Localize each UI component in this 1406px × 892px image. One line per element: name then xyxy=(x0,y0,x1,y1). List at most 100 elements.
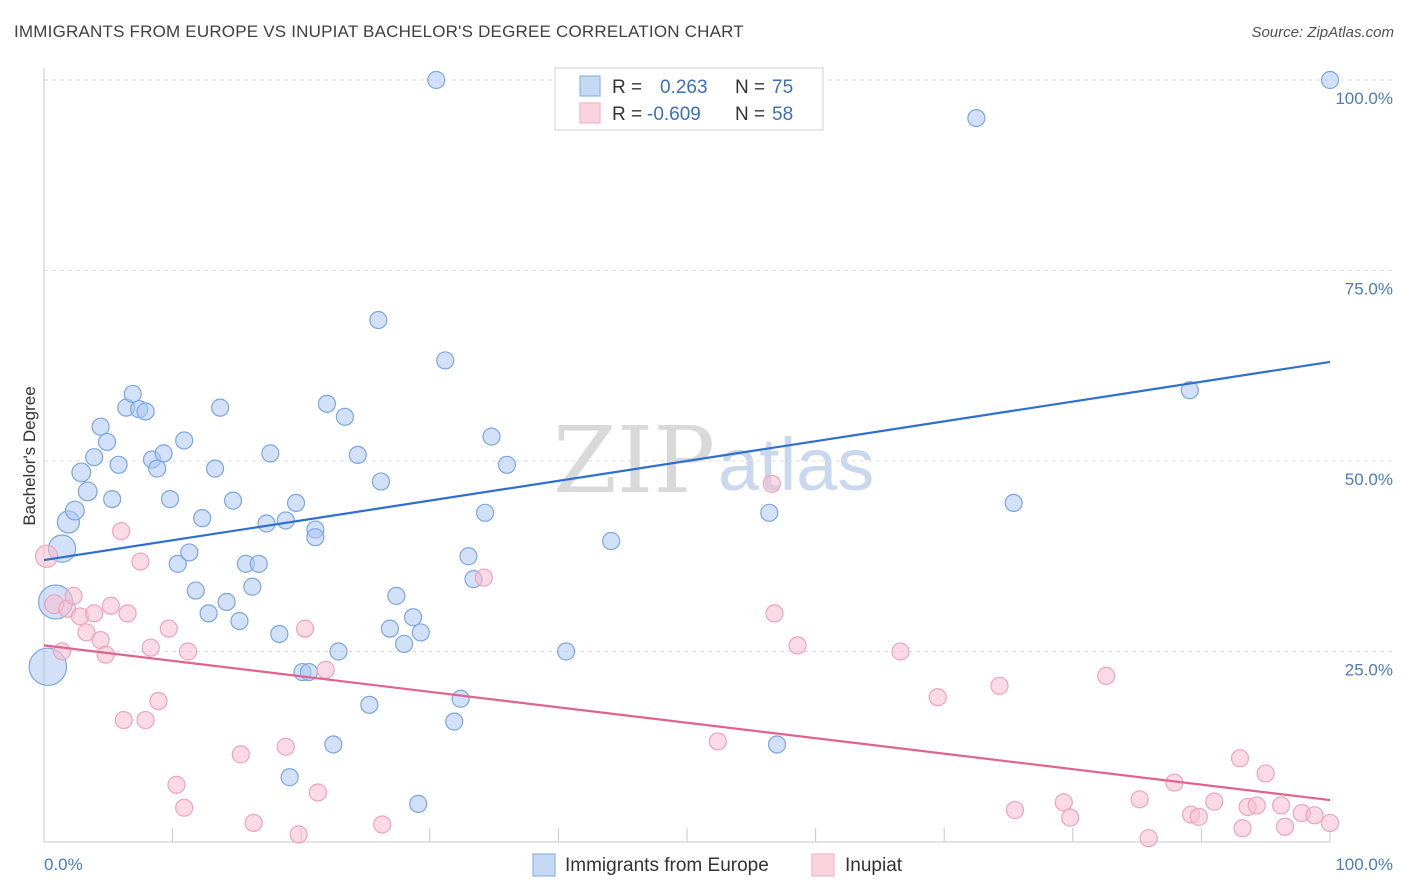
inupiat-point-57 xyxy=(1320,813,1340,833)
y-axis-label: Bachelor's Degree xyxy=(20,386,39,525)
legend-r-value-europe: 0.263 xyxy=(660,77,708,98)
europe-point-53 xyxy=(387,586,406,605)
y-tick-label-25: 25.0% xyxy=(1345,661,1393,680)
europe-point-65 xyxy=(482,427,501,446)
legend-r-label-europe: R = xyxy=(612,77,642,98)
inupiat-point-36 xyxy=(928,688,947,707)
europe-point-9 xyxy=(97,432,117,452)
legend-r-label-inupiat: R = xyxy=(612,104,642,125)
europe-point-46 xyxy=(329,642,348,661)
x-tick-label-100: 100.0% xyxy=(1335,855,1393,874)
legend-swatch-inupiat xyxy=(579,102,601,124)
europe-point-24 xyxy=(193,509,212,528)
europe-point-52 xyxy=(380,619,400,638)
europe-point-27 xyxy=(211,398,230,417)
europe-point-62 xyxy=(459,547,478,566)
watermark: ZIP atlas xyxy=(553,407,874,514)
series-legend-swatch-europe xyxy=(532,853,556,877)
europe-point-34 xyxy=(257,514,276,533)
inupiat-point-41 xyxy=(1097,666,1116,685)
europe-point-54 xyxy=(394,634,414,653)
europe-point-38 xyxy=(280,768,299,787)
europe-point-67 xyxy=(557,642,576,661)
europe-point-6 xyxy=(77,481,98,502)
inupiat-point-39 xyxy=(1054,793,1073,812)
inupiat-point-6 xyxy=(77,623,96,642)
inupiat-point-48 xyxy=(1230,749,1250,768)
inupiat-point-27 xyxy=(308,783,328,802)
inupiat-point-25 xyxy=(289,825,308,844)
inupiat-point-29 xyxy=(373,815,392,834)
europe-point-23 xyxy=(186,581,205,600)
europe-point-26 xyxy=(205,459,225,478)
europe-point-56 xyxy=(411,623,430,642)
inupiat-point-20 xyxy=(175,798,194,817)
inupiat-point-21 xyxy=(178,642,198,661)
europe-point-57 xyxy=(409,794,428,814)
inupiat-point-51 xyxy=(1247,796,1266,815)
inupiat-point-42 xyxy=(1130,790,1149,809)
europe-point-11 xyxy=(109,455,128,474)
europe-point-32 xyxy=(243,577,262,596)
series-immigrants-from-europe xyxy=(28,70,1340,814)
inupiat-point-23 xyxy=(244,813,263,833)
inupiat-point-38 xyxy=(1005,800,1025,820)
europe-point-51 xyxy=(371,472,391,491)
europe-point-43 xyxy=(306,528,325,547)
legend-n-value-inupiat: 58 xyxy=(772,104,793,125)
inupiat-point-15 xyxy=(136,710,155,730)
series-legend: Immigrants from Europe Inupiat xyxy=(532,853,903,877)
inupiat-point-22 xyxy=(231,745,250,764)
inupiat-point-34 xyxy=(788,636,807,655)
europe-point-19 xyxy=(160,490,180,509)
inupiat-point-11 xyxy=(112,522,131,541)
inupiat-point-30 xyxy=(474,568,493,587)
inupiat-point-31 xyxy=(708,732,727,751)
europe-point-39 xyxy=(286,493,306,513)
inupiat-point-12 xyxy=(114,710,133,730)
inupiat-point-40 xyxy=(1061,808,1080,827)
inupiat-point-17 xyxy=(149,691,168,711)
inupiat-point-54 xyxy=(1275,817,1295,836)
series-legend-label-inupiat: Inupiat xyxy=(845,855,903,876)
europe-point-35 xyxy=(261,444,280,463)
inupiat-point-10 xyxy=(101,596,120,615)
y-tick-label-100: 100.0% xyxy=(1335,89,1393,108)
inupiat-point-56 xyxy=(1305,806,1324,825)
europe-point-72 xyxy=(967,108,986,128)
europe-point-74 xyxy=(1180,381,1199,400)
inupiat-point-47 xyxy=(1205,792,1224,811)
inupiat-point-4 xyxy=(64,586,83,605)
inupiat-point-14 xyxy=(131,552,150,571)
legend-n-label-europe: N = xyxy=(735,77,765,98)
legend-n-label-inupiat: N = xyxy=(735,104,765,125)
inupiat-point-32 xyxy=(762,474,781,493)
europe-point-21 xyxy=(175,431,194,450)
legend-n-value-europe: 75 xyxy=(772,77,793,98)
europe-point-13 xyxy=(123,384,142,404)
europe-point-61 xyxy=(451,689,470,708)
correlation-legend: R = 0.263 N = 75 R = -0.609 N = 58 xyxy=(554,67,824,131)
europe-point-73 xyxy=(1004,493,1023,513)
source-credit: Source: ZipAtlas.com xyxy=(1251,24,1394,41)
europe-point-75 xyxy=(1320,70,1340,90)
europe-point-47 xyxy=(335,407,355,426)
inupiat-point-49 xyxy=(1233,819,1252,838)
legend-swatch-europe xyxy=(579,75,601,97)
inupiat-point-0 xyxy=(34,544,59,568)
europe-point-49 xyxy=(360,695,379,714)
inupiat-point-53 xyxy=(1272,796,1291,815)
europe-point-33 xyxy=(249,554,268,573)
europe-point-8 xyxy=(91,417,110,436)
inupiat-point-26 xyxy=(295,619,315,638)
inupiat-point-13 xyxy=(118,604,137,623)
europe-point-59 xyxy=(436,351,455,370)
inupiat-point-19 xyxy=(167,775,186,794)
europe-point-7 xyxy=(85,448,104,467)
chart-title: IMMIGRANTS FROM EUROPE VS INUPIAT BACHEL… xyxy=(14,22,744,41)
europe-point-68 xyxy=(602,531,621,551)
inupiat-point-46 xyxy=(1189,807,1208,826)
europe-point-20 xyxy=(168,554,187,573)
europe-point-5 xyxy=(71,462,92,483)
